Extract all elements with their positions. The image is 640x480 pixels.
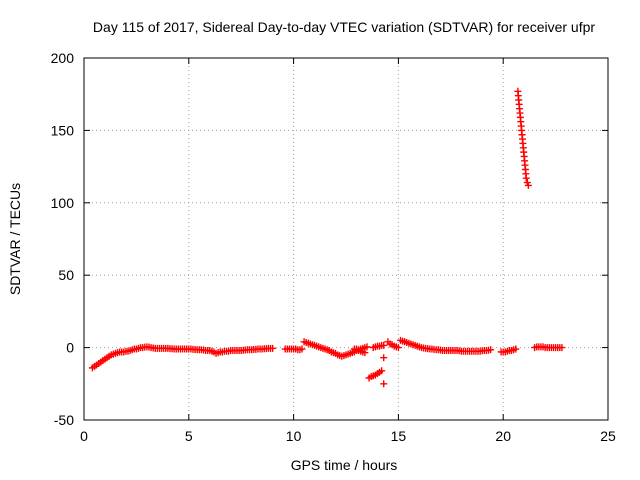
x-tick-label: 0 [80, 428, 88, 444]
x-axis-label: GPS time / hours [291, 457, 398, 473]
data-point [380, 380, 388, 388]
data-point [269, 344, 277, 352]
data-point [380, 341, 388, 349]
x-tick-label: 10 [286, 428, 302, 444]
data-point [524, 181, 532, 189]
y-tick-label: 100 [51, 195, 75, 211]
data-point [522, 174, 530, 182]
data-point [512, 345, 520, 353]
grid [84, 58, 608, 420]
data-point [394, 344, 402, 352]
data-point [361, 349, 369, 357]
data-point [380, 354, 388, 362]
data-point [487, 346, 495, 354]
y-tick-label: -50 [54, 412, 74, 428]
chart-title: Day 115 of 2017, Sidereal Day-to-day VTE… [93, 19, 595, 35]
data-point [558, 344, 566, 352]
x-tick-label: 5 [185, 428, 193, 444]
data-point [298, 345, 306, 353]
x-tick-label: 20 [495, 428, 511, 444]
x-tick-label: 25 [600, 428, 616, 444]
data-point [363, 343, 371, 351]
y-tick-label: 200 [51, 50, 75, 66]
y-tick-label: 150 [51, 122, 75, 138]
data-points [88, 87, 566, 388]
plot-frame [83, 57, 609, 421]
y-axis-label: SDTVAR / TECUs [7, 183, 23, 295]
y-tick-label: 0 [66, 340, 74, 356]
ticks: 0 5 10 15 20 25 -50 0 50 100 150 200 [51, 50, 616, 444]
x-tick-label: 15 [391, 428, 407, 444]
y-tick-label: 50 [58, 267, 74, 283]
data-point [378, 367, 386, 375]
